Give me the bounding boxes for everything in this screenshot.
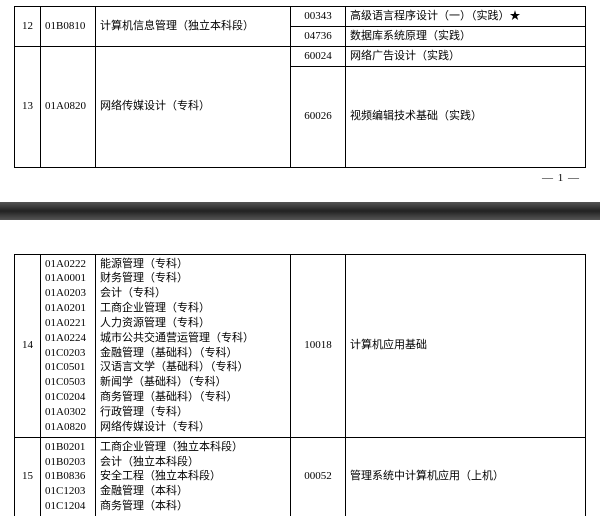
major-name-list: 能源管理（专科） 财务管理（专科） 会计（专科） 工商企业管理（专科） 人力资源… bbox=[96, 254, 291, 437]
course-name: 高级语言程序设计（一）（实践）★ bbox=[346, 7, 586, 27]
course-code: 60026 bbox=[291, 66, 346, 167]
table-row: 15 01B0201 01B0203 01B0836 01C1203 01C12… bbox=[15, 437, 586, 516]
course-name: 数据库系统原理（实践） bbox=[346, 26, 586, 46]
course-table-2: 14 01A0222 01A0001 01A0203 01A0201 01A02… bbox=[14, 254, 586, 516]
table-row: 13 01A0820 网络传媒设计（专科） 60024 网络广告设计（实践） bbox=[15, 46, 586, 66]
row-index: 14 bbox=[15, 254, 41, 437]
major-code-list: 01A0222 01A0001 01A0203 01A0201 01A0221 … bbox=[41, 254, 96, 437]
row-index: 13 bbox=[15, 46, 41, 167]
course-code: 00343 bbox=[291, 7, 346, 27]
table-row: 14 01A0222 01A0001 01A0203 01A0201 01A02… bbox=[15, 254, 586, 437]
major-name-list: 工商企业管理（独立本科段） 会计（独立本科段） 安全工程（独立本科段） 金融管理… bbox=[96, 437, 291, 516]
major-code: 01A0820 bbox=[41, 46, 96, 167]
page-1: 12 01B0810 计算机信息管理（独立本科段） 00343 高级语言程序设计… bbox=[0, 0, 600, 190]
course-code: 04736 bbox=[291, 26, 346, 46]
course-code: 00052 bbox=[291, 437, 346, 516]
row-index: 12 bbox=[15, 7, 41, 47]
table-row: 12 01B0810 计算机信息管理（独立本科段） 00343 高级语言程序设计… bbox=[15, 7, 586, 27]
course-table-1: 12 01B0810 计算机信息管理（独立本科段） 00343 高级语言程序设计… bbox=[14, 6, 586, 168]
course-name: 视频编辑技术基础（实践） bbox=[346, 66, 586, 167]
page-2: 14 01A0222 01A0001 01A0203 01A0201 01A02… bbox=[0, 248, 600, 520]
course-name: 计算机应用基础 bbox=[346, 254, 586, 437]
major-code-list: 01B0201 01B0203 01B0836 01C1203 01C1204 bbox=[41, 437, 96, 516]
page-break bbox=[0, 196, 600, 226]
page-number: — 1 — bbox=[14, 168, 586, 186]
course-name: 网络广告设计（实践） bbox=[346, 46, 586, 66]
major-code: 01B0810 bbox=[41, 7, 96, 47]
row-index: 15 bbox=[15, 437, 41, 516]
major-name: 计算机信息管理（独立本科段） bbox=[96, 7, 291, 47]
course-name: 管理系统中计算机应用（上机） bbox=[346, 437, 586, 516]
major-name: 网络传媒设计（专科） bbox=[96, 46, 291, 167]
course-code: 60024 bbox=[291, 46, 346, 66]
course-code: 10018 bbox=[291, 254, 346, 437]
